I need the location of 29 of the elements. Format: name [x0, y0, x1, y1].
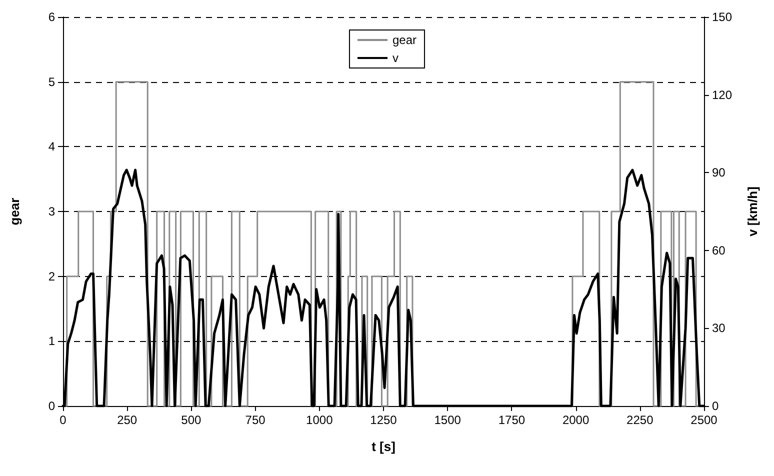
y2-axis-title: v [km/h] [745, 186, 760, 236]
y-tick-label: 5 [48, 74, 56, 89]
x-tick-label: 0 [60, 413, 67, 427]
legend-label: gear [392, 33, 417, 47]
y2-tick-label: 90 [712, 166, 726, 180]
y-tick-label: 2 [48, 269, 56, 284]
y2-tick-label: 60 [712, 243, 726, 258]
y-tick-label: 4 [48, 140, 56, 154]
y-tick-label: 6 [48, 10, 56, 24]
y2-tick-label: 0 [712, 399, 719, 413]
y-tick-label: 3 [48, 204, 56, 218]
x-tick-label: 750 [245, 413, 266, 427]
x-axis-title: t [s] [372, 439, 396, 454]
y-tick-label: 1 [48, 334, 56, 348]
x-tick-label: 2000 [562, 413, 590, 427]
y2-tick-label: 150 [712, 10, 732, 24]
x-tick-label: 1750 [498, 413, 526, 427]
y-axis-title: gear [7, 198, 22, 226]
x-tick-label: 250 [117, 413, 138, 427]
y2-tick-label: 30 [712, 321, 726, 336]
y-tick-label: 0 [48, 399, 56, 413]
legend-label: v [392, 51, 398, 65]
x-tick-label: 2500 [690, 413, 718, 427]
x-tick-label: 2250 [626, 413, 654, 427]
y2-tick-label: 120 [712, 88, 732, 102]
x-tick-label: 1000 [306, 413, 334, 427]
x-tick-label: 500 [181, 413, 202, 427]
x-tick-label: 1250 [370, 413, 398, 427]
x-tick-label: 1500 [434, 413, 462, 427]
